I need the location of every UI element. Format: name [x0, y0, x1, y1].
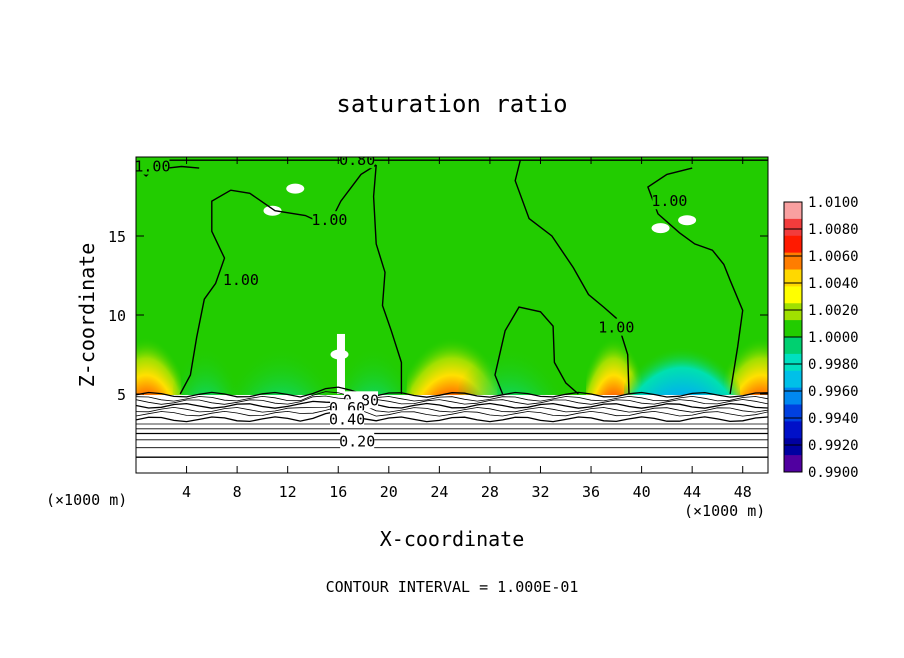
x-tick-label: 28 [481, 483, 499, 501]
x-tick-label: 24 [430, 483, 448, 501]
contour-line [494, 306, 579, 395]
contour-line [136, 406, 768, 417]
plot-area: 1.000.801.001.001.001.000.800.600.400.20 [134, 151, 768, 473]
colorbar-swatch [784, 353, 802, 372]
cloud-patch [286, 183, 305, 194]
x-tick-label: 20 [380, 483, 398, 501]
colorbar-swatch [784, 455, 802, 473]
y-axis: 5 10 15 [108, 228, 768, 404]
colorbar-label: 0.9920 [808, 438, 859, 454]
colorbar-label: 0.9900 [808, 465, 859, 481]
colorbar-swatch [784, 337, 802, 355]
cloud-column [336, 333, 345, 394]
x-tick-label: 48 [734, 483, 752, 501]
colorbar-label: 1.0020 [808, 303, 859, 319]
chart-title: saturation ratio [336, 90, 567, 118]
contour-label: 0.80 [339, 151, 375, 169]
contour-label: 1.00 [598, 319, 634, 337]
contour-label-bg [136, 157, 170, 175]
x-tick-label: 40 [633, 483, 651, 501]
contour-labels: 1.000.801.001.001.001.000.800.600.400.20 [134, 151, 687, 450]
colorbar-label: 1.0060 [808, 249, 859, 265]
contour-line [136, 391, 768, 402]
x-axis-label: X-coordinate [380, 527, 525, 551]
contour-label: 1.00 [311, 211, 347, 229]
x-tick-label: 32 [531, 483, 549, 501]
contour-label: 0.40 [329, 410, 365, 428]
y-axis-label: Z-coordinate [75, 243, 99, 388]
contour-label: 1.00 [223, 271, 259, 289]
colorbar-swatch [784, 202, 802, 220]
x-tick-label: 4 [182, 483, 191, 501]
contour-label: 1.00 [651, 192, 687, 210]
contour-label-bg [599, 318, 634, 336]
colorbar-swatch [784, 387, 802, 405]
contour-interval-note: CONTOUR INTERVAL = 1.000E-01 [326, 578, 579, 596]
colorbar-label: 0.9980 [808, 357, 859, 373]
colorbar: 1.0100 1.0080 1.0060 1.0040 1.0020 1.0000 0.99… [783, 195, 859, 481]
contour-line [136, 386, 768, 398]
x-tick-label: 12 [279, 483, 297, 501]
y-tick-label: 15 [108, 228, 126, 246]
contour-label-bg [652, 192, 687, 210]
contour-line [372, 164, 403, 394]
colorbar-swatch [784, 320, 802, 338]
cloud-patch [651, 223, 670, 234]
contour-label: 1.00 [134, 157, 170, 175]
colorbar-label: 0.9960 [808, 384, 859, 400]
colorbar-label: 1.0080 [808, 222, 859, 238]
contour-label-bg [223, 271, 258, 289]
colorbar-swatch [784, 269, 802, 287]
contour-line [647, 167, 744, 395]
colorbar-swatch [784, 252, 802, 270]
colorbar-label: 1.0100 [808, 195, 859, 211]
contour-label-bg [312, 211, 347, 229]
colorbar-swatch [784, 370, 802, 389]
contour-line [136, 395, 768, 405]
colorbar-label: 1.0040 [808, 276, 859, 292]
cloud-patch [263, 205, 282, 216]
colorbar-swatch [784, 286, 802, 304]
colorbar-swatch [784, 235, 802, 254]
contour-line [136, 402, 768, 413]
cloud-patch [678, 215, 697, 226]
contour-label: 0.20 [339, 432, 375, 450]
y-tick-label: 5 [117, 386, 126, 404]
x-units-label: (×1000 m) [46, 491, 127, 509]
contour-label-bg [340, 157, 375, 169]
contour-label-bg [330, 410, 365, 428]
y-tick-label: 10 [108, 307, 126, 325]
colorbar-swatch [784, 218, 802, 237]
colorbar-swatch [784, 404, 802, 422]
colorbar-swatch [784, 303, 802, 321]
contour-label-bg [340, 432, 375, 450]
contour-line [514, 160, 630, 395]
x-tick-label: 8 [233, 483, 242, 501]
x-tick-label: 44 [683, 483, 701, 501]
colorbar-label: 0.9940 [808, 411, 859, 427]
contour-line [136, 400, 768, 409]
colorbar-swatch [784, 438, 802, 456]
z-units-label: (×1000 m) [684, 502, 765, 520]
colorbar-swatch [784, 421, 802, 439]
colorbar-label: 1.0000 [808, 330, 859, 346]
x-tick-label: 36 [582, 483, 600, 501]
x-axis: 4 8 12 16 20 24 28 32 36 40 44 48 [182, 157, 752, 501]
contour-line [136, 410, 768, 423]
x-tick-label: 16 [329, 483, 347, 501]
